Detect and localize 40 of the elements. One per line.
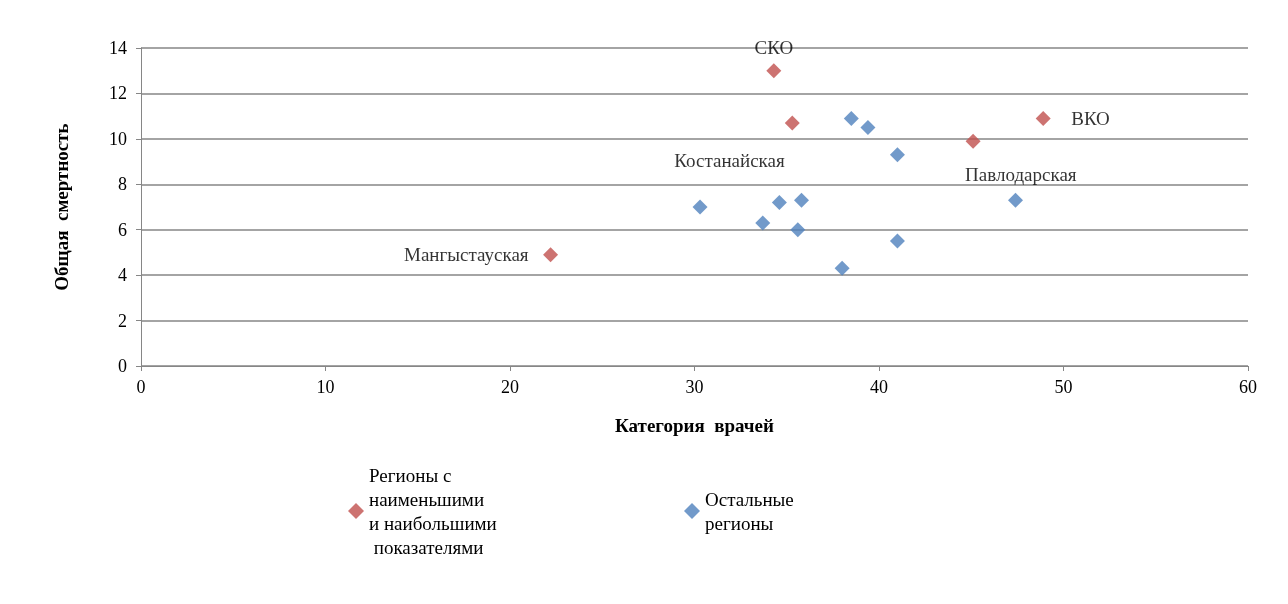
point bbox=[834, 260, 850, 276]
x-tick-label: 40 bbox=[870, 377, 888, 397]
point bbox=[860, 120, 876, 135]
legend-label: Регионы с наименьшими и наибольшими показателями bbox=[369, 464, 497, 558]
annotation: СКО bbox=[754, 36, 794, 58]
y-tick-label: 14 bbox=[109, 38, 127, 58]
annotation: Мангыстауская bbox=[404, 244, 529, 266]
point bbox=[889, 233, 905, 249]
point bbox=[794, 192, 810, 208]
point bbox=[692, 199, 708, 215]
point bbox=[784, 115, 800, 131]
y-tick-label: 6 bbox=[118, 219, 127, 240]
annotation: ВКО bbox=[1071, 107, 1110, 129]
point bbox=[889, 147, 905, 163]
y-tick-label: 12 bbox=[109, 83, 127, 104]
x-tick-label: 50 bbox=[1054, 377, 1073, 397]
x-tick-label: 20 bbox=[501, 377, 519, 397]
x-tick-label: 0 bbox=[136, 377, 146, 397]
point bbox=[543, 247, 559, 263]
x-tick-label: 10 bbox=[316, 377, 335, 397]
x-tick-label: 60 bbox=[1239, 377, 1257, 397]
y-tick-label: 4 bbox=[118, 265, 127, 286]
point bbox=[771, 194, 787, 210]
annotation: Костанайская bbox=[674, 149, 785, 171]
annotation: Павлодарская bbox=[965, 164, 1077, 186]
legend-label: Остальные регионы bbox=[705, 488, 799, 534]
y-tick-label: 2 bbox=[118, 310, 127, 331]
point bbox=[1035, 110, 1051, 126]
point bbox=[790, 222, 806, 238]
x-tick-label: 30 bbox=[685, 377, 704, 397]
point bbox=[843, 110, 859, 126]
point bbox=[1008, 192, 1024, 208]
point bbox=[766, 63, 782, 79]
x-axis-title: Категория врачей bbox=[615, 415, 774, 436]
point bbox=[755, 215, 771, 231]
y-tick-label: 10 bbox=[109, 128, 127, 149]
y-tick-label: 0 bbox=[118, 356, 127, 376]
y-axis-title: Общая смертность bbox=[51, 123, 72, 291]
point bbox=[965, 133, 981, 149]
y-tick-label: 8 bbox=[118, 174, 127, 195]
